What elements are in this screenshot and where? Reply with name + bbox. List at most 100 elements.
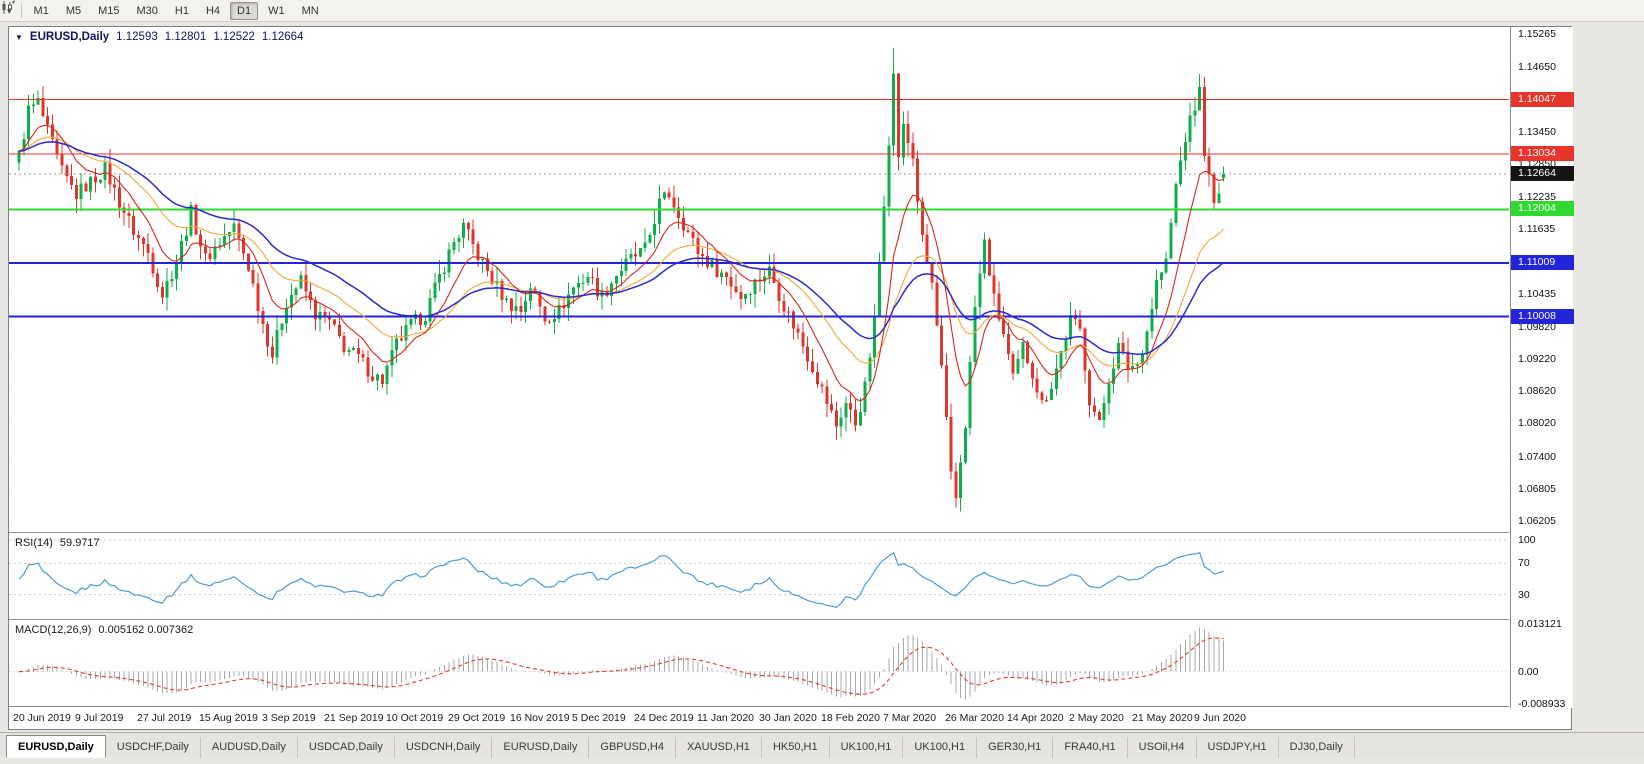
chart-tab-usdchf-daily[interactable]: USDCHF,Daily	[106, 737, 201, 758]
chart-tab-dj30-daily[interactable]: DJ30,Daily	[1279, 737, 1355, 758]
rsi-tick-label: 100	[1518, 534, 1536, 546]
date-tick-label: 21 Sep 2019	[324, 712, 384, 724]
chart-type-dropdown-caret-icon[interactable]: ▾	[7, 5, 12, 16]
price-tick-label: 1.07400	[1518, 451, 1556, 463]
date-tick-label: 18 Feb 2020	[821, 712, 880, 724]
timeframe-button-mn[interactable]: MN	[301, 4, 319, 17]
toolbar-separator	[20, 3, 22, 18]
date-tick-label: 5 Dec 2019	[572, 712, 626, 724]
timeframe-button-d1[interactable]: D1	[230, 1, 259, 20]
date-tick-label: 2 May 2020	[1069, 712, 1124, 724]
rsi-plot[interactable]	[9, 534, 1509, 620]
chart-type-group: ▾	[2, 0, 15, 20]
chart-tab-hk50-h1[interactable]: HK50,H1	[762, 737, 830, 758]
date-tick-label: 29 Oct 2019	[448, 712, 506, 724]
chart-title: ▼ EURUSD,Daily 1.12593 1.12801 1.12522 1…	[15, 31, 303, 43]
ohlc-high-value: 1.12801	[164, 31, 207, 43]
macd-histogram	[23, 627, 1225, 700]
price-tick-label: 1.13450	[1518, 126, 1556, 138]
macd-name: MACD(12,26,9)	[15, 624, 92, 636]
chart-tab-bar: EURUSD,Daily USDCHF,Daily AUDUSD,Daily USDC…	[0, 732, 1644, 758]
level-price-label: 1.14047	[1511, 92, 1574, 107]
ohlc-open-value: 1.12593	[116, 31, 158, 43]
macd-tick-label: -0.008933	[1518, 698, 1566, 710]
chart-tab-fra40-h1[interactable]: FRA40,H1	[1053, 737, 1128, 758]
chart-tab-usdjpy-h1[interactable]: USDJPY,H1	[1197, 737, 1279, 758]
date-tick-label: 15 Aug 2019	[199, 712, 258, 724]
level-price-label: 1.10008	[1511, 309, 1574, 324]
level-price-label: 1.11009	[1511, 255, 1574, 270]
date-axis[interactable]: 20 Jun 2019 9 Jul 2019 27 Jul 2019 15 Aug 2…	[9, 708, 1509, 729]
timeframe-button-h1[interactable]: H1	[174, 4, 189, 17]
current-price-label: 1.12664	[1511, 166, 1574, 181]
macd-plot[interactable]	[9, 621, 1509, 707]
macd-tick-label: 0.00	[1518, 666, 1539, 678]
price-tick-label: 1.06205	[1518, 515, 1556, 527]
timeframe-toolbar: ▾ M1 M5 M15 M30 H1 H4 D1 W1 MN	[0, 0, 1644, 22]
timeframe-button-m1[interactable]: M1	[33, 4, 49, 17]
timeframe-button-m15[interactable]: M15	[98, 4, 120, 17]
ohlc-low-value: 1.12522	[213, 31, 255, 43]
chart-tab-usdcnh-daily[interactable]: USDCNH,Daily	[395, 737, 493, 758]
date-tick-label: 21 May 2020	[1132, 712, 1193, 724]
timeframe-buttons: M1 M5 M15 M30 H1 H4 D1 W1 MN	[27, 1, 326, 20]
date-tick-label: 11 Jan 2020	[697, 712, 755, 724]
macd-label: MACD(12,26,9) 0.005162 0.007362	[15, 624, 193, 636]
collapse-arrow-icon[interactable]: ▼	[15, 32, 23, 42]
chart-tab-ger30-h1[interactable]: GER30,H1	[977, 737, 1054, 758]
price-tick-label: 1.08020	[1518, 417, 1556, 429]
ma-fast-line	[18, 124, 1224, 402]
price-tick-label: 1.15265	[1518, 28, 1556, 40]
ma-slow-line	[18, 141, 1225, 356]
chart-tab-gbpusd-h4[interactable]: GBPUSD,H4	[589, 737, 676, 758]
candles	[17, 48, 1226, 512]
macd-signal-line	[18, 637, 1224, 695]
price-chart-pane[interactable]: ▼ EURUSD,Daily 1.12593 1.12801 1.12522 1…	[9, 27, 1509, 533]
date-tick-label: 16 Nov 2019	[510, 712, 570, 724]
date-tick-label: 9 Jul 2019	[75, 712, 124, 724]
date-tick-label: 9 Jun 2020	[1194, 712, 1246, 724]
level-price-label: 1.12004	[1511, 201, 1574, 216]
date-tick-label: 10 Oct 2019	[386, 712, 444, 724]
date-tick-label: 26 Mar 2020	[945, 712, 1004, 724]
chart-tab-eurusd-daily[interactable]: EURUSD,Daily	[492, 737, 590, 758]
macd-pane[interactable]: MACD(12,26,9) 0.005162 0.007362	[9, 621, 1509, 707]
chart-tab-xauusd-h1[interactable]: XAUUSD,H1	[676, 737, 762, 758]
rsi-label: RSI(14) 59.9717	[15, 537, 100, 549]
price-tick-label: 1.12235	[1518, 191, 1556, 203]
chart-tab-uk100-h1[interactable]: UK100,H1	[830, 737, 904, 758]
chart-tab-audusd-daily[interactable]: AUDUSD,Daily	[201, 737, 298, 758]
price-tick-label: 1.11635	[1518, 223, 1556, 235]
timeframe-button-m30[interactable]: M30	[136, 4, 158, 17]
chart-tab-eurusd-daily[interactable]: EURUSD,Daily	[6, 735, 106, 758]
timeframe-button-h4[interactable]: H4	[205, 4, 221, 17]
price-tick-label: 1.09820	[1518, 321, 1556, 333]
timeframe-button-w1[interactable]: W1	[268, 4, 285, 17]
ohlc-close-value: 1.12664	[261, 31, 304, 43]
price-tick-label: 1.08620	[1518, 385, 1556, 397]
price-tick-label: 1.14650	[1518, 61, 1556, 73]
date-tick-label: 30 Jan 2020	[759, 712, 817, 724]
macd-tick-label: 0.013121	[1518, 618, 1562, 630]
chart-tab-usdcad-daily[interactable]: USDCAD,Daily	[298, 737, 395, 758]
rsi-line	[18, 551, 1224, 609]
chart-tab-uk100-h1[interactable]: UK100,H1	[903, 737, 978, 758]
chart-window: ▼ EURUSD,Daily 1.12593 1.12801 1.12522 1…	[8, 26, 1574, 730]
price-tick-label: 1.10435	[1518, 288, 1556, 300]
price-axis[interactable]: 1.15265 1.14650 1.13450 1.12850 1.12235 1.116…	[1510, 27, 1574, 710]
price-tick-label: 1.09220	[1518, 353, 1556, 365]
rsi-pane[interactable]: RSI(14) 59.9717	[9, 534, 1509, 620]
candlestick-chart[interactable]	[9, 27, 1509, 533]
chart-tab-usoil-h4[interactable]: USOil,H4	[1128, 737, 1197, 758]
rsi-tick-label: 30	[1518, 589, 1530, 601]
date-tick-label: 24 Dec 2019	[634, 712, 694, 724]
macd-values: 0.005162 0.007362	[98, 624, 194, 636]
rsi-value: 59.9717	[59, 537, 100, 549]
timeframe-button-m5[interactable]: M5	[65, 4, 82, 17]
ma-mid-line	[18, 136, 1224, 367]
date-tick-label: 14 Apr 2020	[1007, 712, 1064, 724]
date-tick-label: 7 Mar 2020	[883, 712, 937, 724]
price-tick-label: 1.06805	[1518, 483, 1556, 495]
rsi-tick-label: 70	[1518, 557, 1530, 569]
